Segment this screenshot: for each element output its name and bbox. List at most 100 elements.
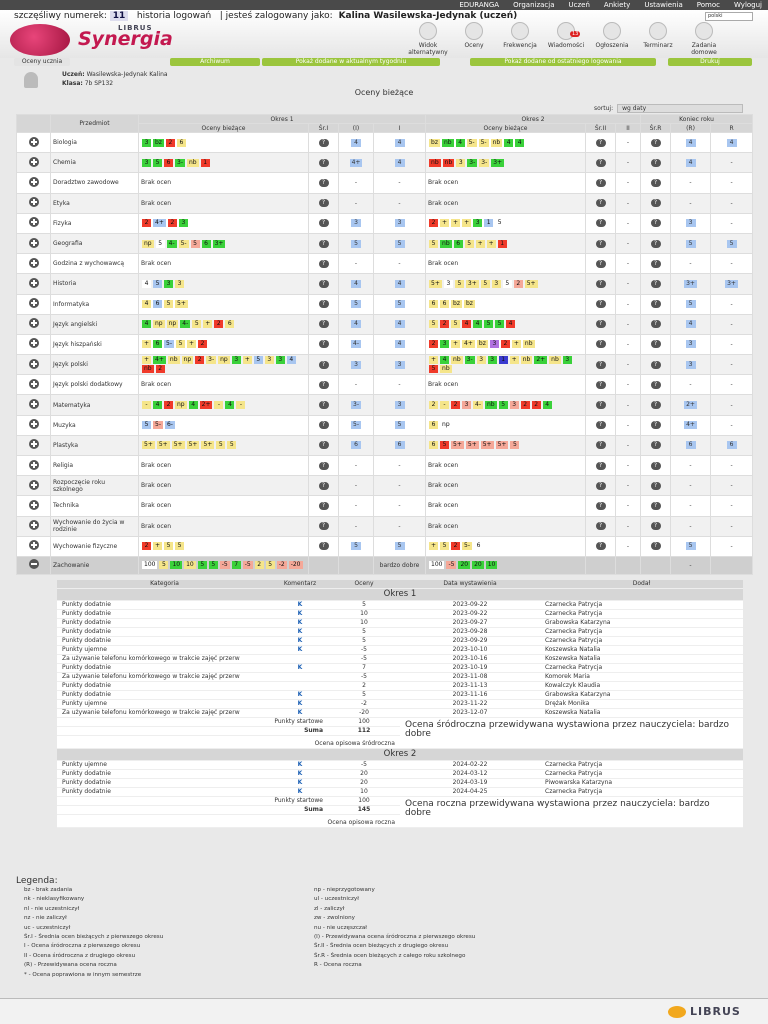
grade[interactable]: - <box>236 401 246 410</box>
grade[interactable]: 3 <box>462 401 472 410</box>
average-icon[interactable]: ? <box>318 219 329 228</box>
grade[interactable]: nb <box>429 158 441 167</box>
grade[interactable]: 2 <box>531 401 541 410</box>
grade[interactable]: -5 <box>242 561 253 570</box>
average-icon[interactable]: ? <box>650 380 661 389</box>
grade[interactable]: 2 <box>198 340 208 349</box>
grade[interactable]: 5 <box>227 441 237 450</box>
grade[interactable]: 5 <box>190 239 200 248</box>
grade[interactable]: 2 <box>440 320 450 329</box>
grade[interactable]: 1 <box>498 356 508 365</box>
grade[interactable]: 5+ <box>142 441 155 450</box>
grade[interactable]: + <box>475 239 485 248</box>
grade[interactable]: 20 <box>472 561 484 570</box>
grade[interactable]: nb <box>167 356 180 365</box>
grade[interactable]: + <box>451 340 461 349</box>
grade[interactable]: 3- <box>175 158 185 167</box>
grade[interactable]: 4 <box>506 320 516 329</box>
grade[interactable]: 5- <box>478 138 489 147</box>
grade[interactable]: 2 <box>155 365 165 374</box>
grade[interactable]: -5 <box>446 561 457 570</box>
grade[interactable]: 3 <box>491 279 501 288</box>
grade[interactable]: 5 <box>192 320 202 329</box>
grade[interactable]: 2 <box>167 219 177 228</box>
grade[interactable]: 6 <box>153 340 163 349</box>
menu-item[interactable]: EDURANGA <box>459 1 500 9</box>
grade[interactable]: 2 <box>142 542 151 551</box>
grade[interactable]: 4 <box>504 138 514 147</box>
grade[interactable]: 6 <box>429 421 439 430</box>
average-icon[interactable]: ? <box>595 522 606 531</box>
grade[interactable]: 3- <box>467 158 478 167</box>
grade[interactable]: nb <box>485 401 497 410</box>
grade[interactable]: 5+ <box>156 441 170 450</box>
average-icon[interactable]: ? <box>595 481 606 490</box>
tab[interactable]: Oceny ucznia <box>14 58 70 66</box>
grade[interactable]: 6 <box>453 239 463 248</box>
grade[interactable]: np <box>175 401 187 410</box>
grade[interactable]: 5 <box>451 320 461 329</box>
grade[interactable]: 3 <box>164 279 173 288</box>
grade[interactable]: 5 <box>495 320 505 329</box>
average-icon[interactable]: ? <box>595 219 606 228</box>
grade[interactable]: 1 <box>497 239 507 248</box>
average-icon[interactable]: ? <box>650 522 661 531</box>
nav-item[interactable]: Widok alternatywny <box>405 22 451 56</box>
average-icon[interactable]: ? <box>595 178 606 187</box>
average-icon[interactable]: ? <box>318 138 329 147</box>
nav-item[interactable]: Zadania domowe <box>681 22 727 56</box>
average-icon[interactable]: ? <box>650 421 661 430</box>
grade[interactable]: 2 <box>214 320 224 329</box>
average-icon[interactable]: ? <box>650 481 661 490</box>
average-icon[interactable]: ? <box>318 300 329 309</box>
expand-button[interactable] <box>28 559 39 570</box>
grade[interactable]: np <box>166 320 179 329</box>
grade[interactable]: 5- <box>462 542 473 551</box>
grade[interactable]: 3 <box>487 356 497 365</box>
grade[interactable]: -20 <box>288 561 303 570</box>
grade[interactable]: nb <box>490 138 503 147</box>
grade[interactable]: 4+ <box>462 340 475 349</box>
grade[interactable]: 6 <box>201 239 211 248</box>
grade[interactable]: + <box>187 340 197 349</box>
grade[interactable]: nb <box>441 138 454 147</box>
grade[interactable]: 1 <box>200 158 210 167</box>
nav-item[interactable]: Oceny <box>451 22 497 56</box>
expand-button[interactable] <box>28 378 39 389</box>
grade[interactable]: 2 <box>429 340 439 349</box>
grade[interactable]: 5 <box>153 279 162 288</box>
grade[interactable]: 4 <box>188 401 198 410</box>
average-icon[interactable]: ? <box>595 199 606 208</box>
grade[interactable]: np <box>153 320 165 329</box>
grade[interactable]: 5+ <box>451 441 464 450</box>
grade[interactable]: nb <box>440 239 452 248</box>
grade[interactable]: 5 <box>142 421 151 430</box>
tab[interactable]: Archiwum <box>170 58 260 66</box>
expand-button[interactable] <box>28 176 39 187</box>
expand-button[interactable] <box>28 479 39 490</box>
grade[interactable]: 3+ <box>465 279 479 288</box>
grade[interactable]: + <box>486 239 496 248</box>
grade[interactable]: 5 <box>495 219 505 228</box>
grade[interactable]: 2 <box>429 401 439 410</box>
grade[interactable]: 5 <box>197 561 207 570</box>
average-icon[interactable]: ? <box>318 401 329 410</box>
grade[interactable]: 2 <box>195 356 205 365</box>
average-icon[interactable]: ? <box>650 461 661 470</box>
average-icon[interactable]: ? <box>650 401 661 410</box>
expand-button[interactable] <box>28 217 39 228</box>
average-icon[interactable]: ? <box>650 501 661 510</box>
expand-button[interactable] <box>28 156 39 167</box>
average-icon[interactable]: ? <box>650 360 661 369</box>
grade[interactable]: bz <box>429 138 440 147</box>
grade[interactable]: np <box>142 239 154 248</box>
expand-button[interactable] <box>28 499 39 510</box>
grade[interactable]: 2 <box>429 219 439 228</box>
grade[interactable]: 6 <box>429 300 439 309</box>
average-icon[interactable]: ? <box>318 481 329 490</box>
expand-button[interactable] <box>28 237 39 248</box>
grade[interactable]: 4 <box>542 401 552 410</box>
grade[interactable]: + <box>451 219 461 228</box>
average-icon[interactable]: ? <box>318 461 329 470</box>
grade[interactable]: 6 <box>474 542 484 551</box>
